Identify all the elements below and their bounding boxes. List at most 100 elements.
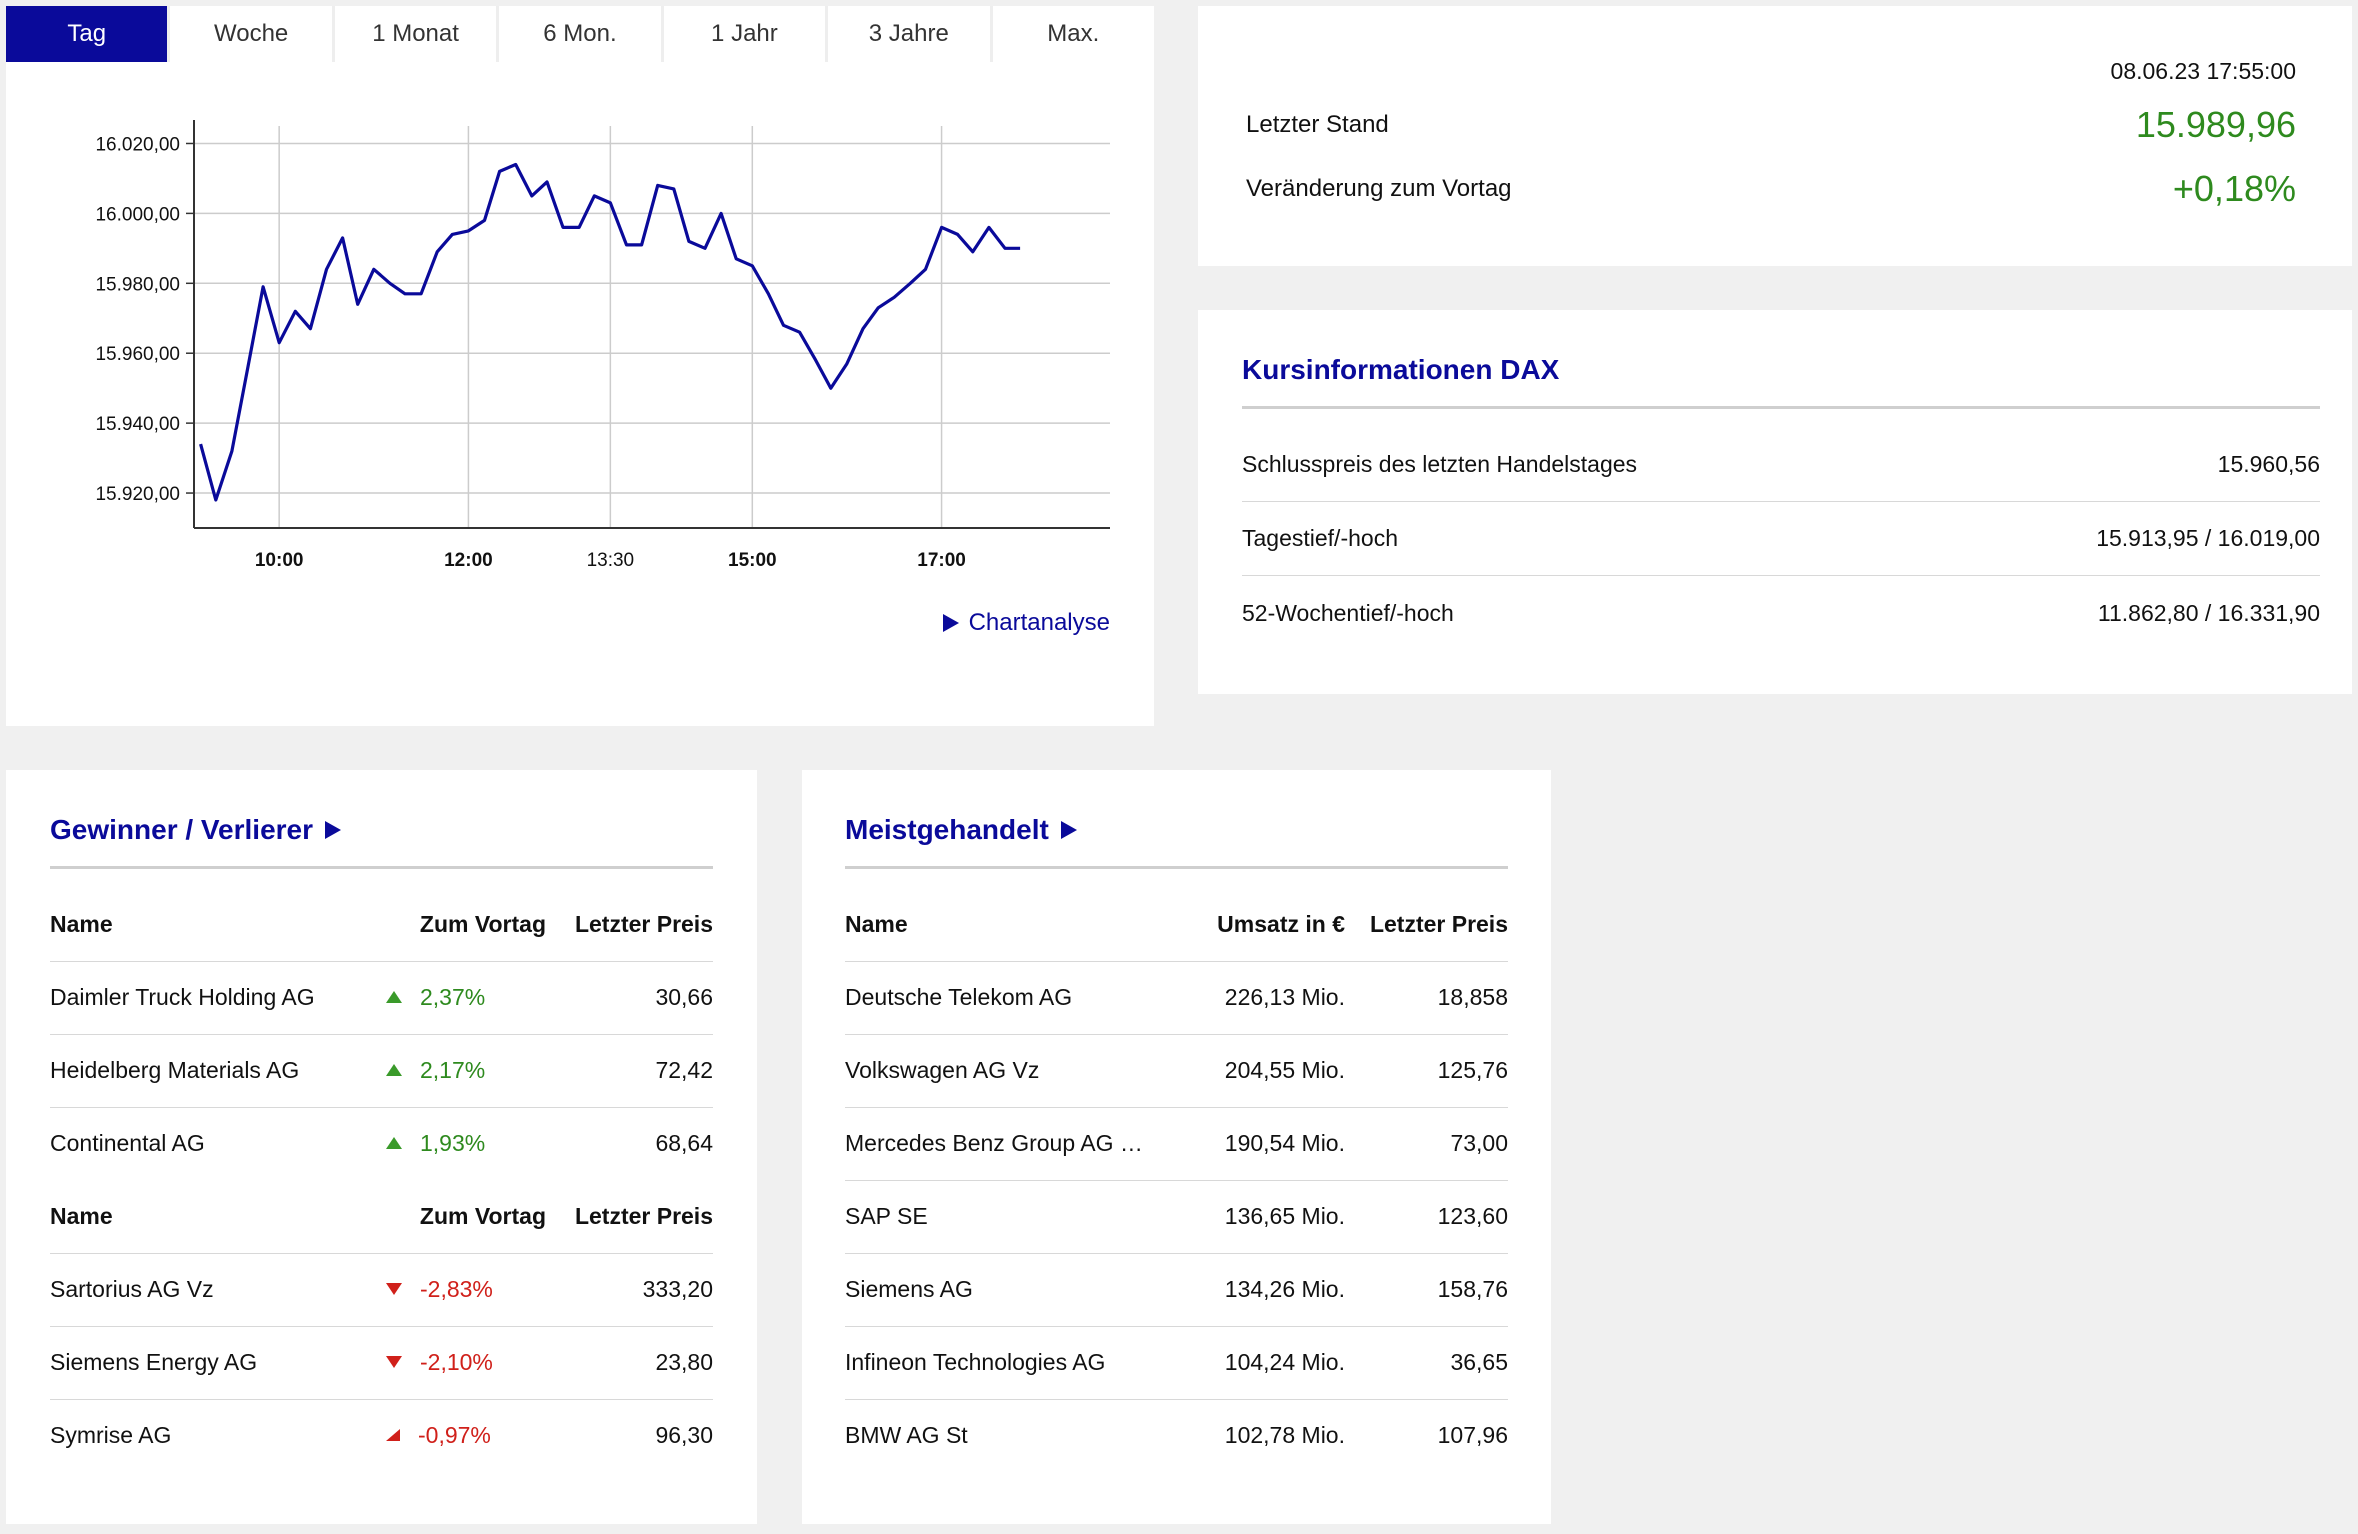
gainers-losers-title: Gewinner / Verlierer bbox=[50, 814, 314, 845]
change-value: 2,17% bbox=[420, 1057, 486, 1083]
change-value: -0,97% bbox=[418, 1422, 491, 1449]
timeframe-tabs: Tag Woche 1 Monat 6 Mon. 1 Jahr 3 Jahre … bbox=[6, 6, 1154, 62]
volume-value: 134,26 Mio. bbox=[1175, 1253, 1345, 1327]
info-value: 11.862,80 / 16.331,90 bbox=[2097, 599, 2320, 626]
arrow-up-icon bbox=[386, 990, 402, 1003]
stock-name-link[interactable]: Heidelberg Materials AG bbox=[50, 1034, 386, 1108]
info-label: Schlusspreis des letzten Handelstages bbox=[1242, 451, 1638, 477]
price-info-panel: Kursinformationen DAX Schlusspreis des l… bbox=[1198, 310, 2352, 694]
table-row: Siemens Energy AG -2,10% 23,80 bbox=[50, 1326, 713, 1400]
play-icon bbox=[325, 821, 342, 839]
x-tick-label: 15:00 bbox=[728, 550, 777, 571]
table-row: Deutsche Telekom AG 226,13 Mio. 18,858 bbox=[845, 961, 1508, 1035]
tab-6-months[interactable]: 6 Mon. bbox=[499, 6, 664, 62]
gainers-losers-table: Name Zum Vortag Letzter Preis Daimler Tr… bbox=[50, 888, 713, 1472]
price-value: 36,65 bbox=[1345, 1326, 1508, 1400]
tab-week[interactable]: Woche bbox=[170, 6, 335, 62]
col-header-name: Name bbox=[845, 888, 1175, 962]
tab-day[interactable]: Tag bbox=[6, 6, 171, 62]
volume-value: 204,55 Mio. bbox=[1175, 1034, 1345, 1108]
volume-value: 190,54 Mio. bbox=[1175, 1107, 1345, 1181]
stock-name-link[interactable]: BMW AG St bbox=[845, 1422, 968, 1449]
tab-max[interactable]: Max. bbox=[992, 6, 1154, 62]
price-value: 107,96 bbox=[1437, 1422, 1508, 1449]
table-header-row: Name Zum Vortag Letzter Preis bbox=[50, 1180, 713, 1254]
price-series-line bbox=[199, 162, 1021, 502]
table-row: Symrise AG -0,97% 96,30 bbox=[50, 1399, 713, 1472]
last-price-label: Letzter Stand bbox=[1246, 111, 1389, 138]
table-row: BMW AG St 102,78 Mio. 107,96 bbox=[845, 1399, 1508, 1472]
table-header-row: Name Umsatz in € Letzter Preis bbox=[845, 888, 1508, 962]
table-row: Daimler Truck Holding AG 2,37% 30,66 bbox=[50, 961, 713, 1035]
y-tick-label: 15.980,00 bbox=[95, 274, 180, 295]
stock-name-link[interactable]: Siemens AG bbox=[845, 1253, 1175, 1327]
tab-1-month[interactable]: 1 Monat bbox=[334, 6, 500, 62]
table-row: Mercedes Benz Group AG … 190,54 Mio. 73,… bbox=[845, 1107, 1508, 1181]
col-header-price: Letzter Preis bbox=[1345, 888, 1508, 962]
price-value: 30,66 bbox=[546, 961, 713, 1035]
price-value: 158,76 bbox=[1345, 1253, 1508, 1327]
volume-value: 102,78 Mio. bbox=[1224, 1422, 1345, 1449]
stock-name-link[interactable]: Deutsche Telekom AG bbox=[845, 961, 1175, 1035]
stock-name-link[interactable]: Infineon Technologies AG bbox=[845, 1326, 1175, 1400]
info-row-52w-range: 52-Wochentief/-hoch 11.862,80 / 16.331,9… bbox=[1242, 576, 2320, 650]
x-tick-label: 12:00 bbox=[444, 550, 493, 571]
stock-name-link[interactable]: Volkswagen AG Vz bbox=[845, 1034, 1175, 1108]
change-value: -2,83% bbox=[420, 1276, 493, 1302]
arrow-down-right-icon bbox=[386, 1429, 400, 1442]
col-header-volume: Umsatz in € bbox=[1175, 888, 1345, 962]
last-price-row: Letzter Stand 15.989,96 bbox=[1246, 104, 2296, 146]
change-label: Veränderung zum Vortag bbox=[1246, 175, 1512, 202]
volume-value: 136,65 Mio. bbox=[1175, 1180, 1345, 1254]
col-header-name: Name bbox=[50, 888, 386, 962]
title-divider bbox=[50, 866, 713, 869]
price-value: 23,80 bbox=[546, 1326, 713, 1400]
most-traded-title: Meistgehandelt bbox=[845, 814, 1049, 845]
change-value: -2,10% bbox=[420, 1349, 493, 1375]
info-value: 15.960,56 bbox=[2217, 451, 2320, 477]
col-header-price: Letzter Preis bbox=[546, 1180, 713, 1254]
stock-name-link[interactable]: SAP SE bbox=[845, 1180, 1175, 1254]
stock-name-link[interactable]: Siemens Energy AG bbox=[50, 1326, 386, 1400]
info-row-close: Schlusspreis des letzten Handelstages 15… bbox=[1242, 428, 2320, 502]
price-value: 125,76 bbox=[1345, 1034, 1508, 1108]
play-icon bbox=[942, 614, 959, 632]
y-tick-label: 16.020,00 bbox=[95, 134, 180, 155]
table-row: Continental AG 1,93% 68,64 bbox=[50, 1107, 713, 1180]
title-divider bbox=[845, 866, 1508, 869]
y-tick-label: 15.960,00 bbox=[95, 344, 180, 365]
stock-name-link[interactable]: Continental AG bbox=[50, 1130, 205, 1157]
chartanalyse-link[interactable]: Chartanalyse bbox=[942, 609, 1110, 637]
y-tick-label: 15.940,00 bbox=[95, 414, 180, 435]
info-title: Kursinformationen DAX bbox=[1242, 354, 1560, 385]
table-row: Infineon Technologies AG 104,24 Mio. 36,… bbox=[845, 1326, 1508, 1400]
tab-3-years[interactable]: 3 Jahre bbox=[828, 6, 993, 62]
stock-name-link[interactable]: Mercedes Benz Group AG … bbox=[845, 1107, 1175, 1181]
change-row: Veränderung zum Vortag +0,18% bbox=[1246, 168, 2296, 210]
tab-1-year[interactable]: 1 Jahr bbox=[663, 6, 829, 62]
table-row: Siemens AG 134,26 Mio. 158,76 bbox=[845, 1253, 1508, 1327]
info-label: Tagestief/-hoch bbox=[1242, 525, 1398, 551]
arrow-down-icon bbox=[386, 1355, 402, 1368]
most-traded-panel: Meistgehandelt Name Umsatz in € Letzter … bbox=[802, 770, 1551, 1524]
x-tick-label: 10:00 bbox=[255, 550, 304, 571]
stock-name-link[interactable]: Daimler Truck Holding AG bbox=[50, 961, 386, 1035]
most-traded-title-link[interactable]: Meistgehandelt bbox=[845, 814, 1077, 846]
price-timestamp: 08.06.23 17:55:00 bbox=[2110, 58, 2296, 84]
y-tick-label: 15.920,00 bbox=[95, 484, 180, 505]
arrow-down-icon bbox=[386, 1282, 402, 1295]
x-tick-label: 17:00 bbox=[917, 550, 966, 571]
info-label: 52-Wochentief/-hoch bbox=[1242, 599, 1454, 626]
col-header-price: Letzter Preis bbox=[546, 888, 713, 962]
info-row-daily-range: Tagestief/-hoch 15.913,95 / 16.019,00 bbox=[1242, 502, 2320, 576]
gainers-losers-title-link[interactable]: Gewinner / Verlierer bbox=[50, 814, 342, 846]
stock-name-link[interactable]: Symrise AG bbox=[50, 1422, 172, 1449]
price-value: 72,42 bbox=[546, 1034, 713, 1108]
table-row: Volkswagen AG Vz 204,55 Mio. 125,76 bbox=[845, 1034, 1508, 1108]
price-value: 73,00 bbox=[1345, 1107, 1508, 1181]
arrow-up-icon bbox=[386, 1137, 402, 1150]
price-panel: 08.06.23 17:55:00 Letzter Stand 15.989,9… bbox=[1198, 6, 2352, 266]
info-value: 15.913,95 / 16.019,00 bbox=[2096, 525, 2320, 551]
stock-name-link[interactable]: Sartorius AG Vz bbox=[50, 1253, 386, 1327]
col-header-name: Name bbox=[50, 1180, 386, 1254]
